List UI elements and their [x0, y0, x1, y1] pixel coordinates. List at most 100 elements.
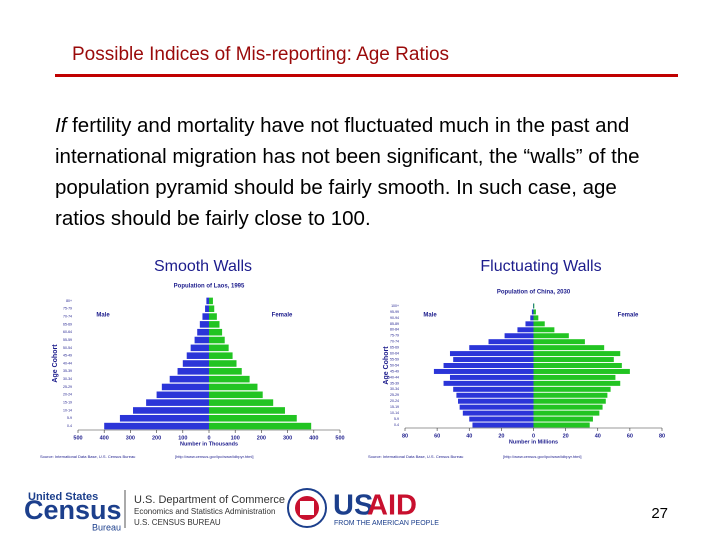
- x-tick-label: 500: [73, 435, 82, 441]
- bar: [202, 313, 209, 320]
- y-tick-label: 70-74: [390, 340, 399, 344]
- bar: [209, 422, 312, 430]
- x-tick-label: 20: [498, 433, 504, 439]
- census-bottom: Bureau: [92, 522, 121, 532]
- bar: [161, 383, 209, 391]
- x-tick-label: 60: [627, 433, 633, 439]
- body-rest: fertility and mortality have not fluctua…: [55, 114, 640, 230]
- bar: [209, 407, 285, 414]
- bar: [206, 297, 209, 305]
- bar: [177, 368, 209, 375]
- bar: [533, 380, 621, 386]
- y-tick-label: 50-54: [390, 363, 399, 367]
- bar: [209, 375, 250, 383]
- bar: [504, 333, 534, 339]
- bar: [449, 374, 534, 380]
- y-tick-label: 0-4: [394, 423, 399, 427]
- bar: [533, 315, 539, 321]
- y-tick-label: 25-29: [63, 385, 72, 389]
- bar: [433, 368, 534, 374]
- bar: [469, 345, 534, 351]
- bar: [209, 368, 242, 375]
- bar: [533, 351, 621, 357]
- y-tick-label: 55-59: [63, 338, 72, 342]
- y-tick-label: 15-19: [390, 405, 399, 409]
- bar: [533, 345, 605, 351]
- bar: [459, 404, 534, 410]
- y-tick-label: 80+: [66, 299, 72, 303]
- bar: [209, 399, 274, 406]
- y-tick-label: 10-14: [63, 408, 72, 412]
- doc-line3: U.S. CENSUS BUREAU: [134, 518, 221, 527]
- bar: [533, 416, 593, 422]
- bar: [533, 333, 569, 339]
- y-tick-label: 40-44: [63, 361, 72, 365]
- bar: [462, 410, 534, 416]
- x-axis-label: Number in Millions: [509, 439, 558, 445]
- bar: [104, 422, 209, 430]
- bar: [209, 360, 237, 367]
- bar: [190, 344, 209, 352]
- y-tick-label: 5-9: [67, 416, 72, 420]
- x-tick-label: 40: [466, 433, 472, 439]
- bar: [533, 339, 585, 345]
- y-tick-label: 5-9: [394, 417, 399, 421]
- bar: [169, 375, 209, 383]
- bar: [209, 414, 297, 422]
- bar: [205, 305, 209, 313]
- y-tick-label: 35-39: [63, 369, 72, 373]
- y-tick-label: 45-49: [390, 369, 399, 373]
- y-tick-label: 75-79: [390, 334, 399, 338]
- y-tick-label: 95-99: [390, 310, 399, 314]
- source: Source: International Data Base, U.S. Ce…: [368, 454, 463, 459]
- x-tick-label: 0: [532, 433, 535, 439]
- bar: [533, 404, 603, 410]
- chart-title: Population of Laos, 1995: [174, 284, 245, 290]
- y-tick-label: 45-49: [63, 354, 72, 358]
- bar: [533, 321, 545, 327]
- source: Source: International Data Base, U.S. Ce…: [40, 454, 135, 459]
- x-tick-label: 400: [309, 435, 318, 441]
- bar: [533, 386, 611, 392]
- bar: [531, 309, 534, 315]
- bar: [146, 399, 209, 406]
- bar: [443, 363, 534, 368]
- bar: [209, 305, 215, 313]
- bar: [209, 328, 223, 336]
- x-tick-label: 80: [659, 433, 665, 439]
- y-tick-label: 100+: [391, 304, 399, 308]
- bar: [469, 416, 534, 422]
- x-tick-label: 300: [126, 435, 135, 441]
- y-axis-label: Age Cohort: [383, 346, 390, 385]
- x-axis-label: Number in Thousands: [180, 441, 238, 447]
- x-tick-label: 200: [257, 435, 266, 441]
- bar: [533, 392, 608, 398]
- y-tick-label: 40-44: [390, 375, 399, 379]
- x-tick-label: 80: [402, 433, 408, 439]
- bar: [533, 410, 600, 416]
- y-tick-label: 80-84: [390, 328, 399, 332]
- bar: [530, 315, 534, 321]
- usaid-tag: FROM THE AMERICAN PEOPLE: [334, 520, 439, 527]
- chart-subtitle: Fluctuating Walls: [480, 258, 601, 275]
- bar: [533, 303, 535, 309]
- bar: [472, 422, 534, 428]
- y-tick-label: 35-39: [390, 381, 399, 385]
- x-tick-label: 500: [335, 435, 344, 441]
- bar: [517, 327, 534, 333]
- bar: [533, 422, 590, 428]
- title-rule: [55, 74, 678, 77]
- y-tick-label: 65-69: [63, 322, 72, 326]
- y-tick-label: 20-24: [390, 399, 399, 403]
- bar: [533, 327, 555, 333]
- y-tick-label: 70-74: [63, 314, 72, 318]
- y-tick-label: 60-64: [63, 330, 72, 334]
- legend-label: Male: [423, 313, 437, 319]
- x-tick-label: 100: [231, 435, 240, 441]
- doc-line1: U.S. Department of Commerce: [134, 494, 285, 506]
- legend-label: Female: [272, 313, 293, 319]
- y-tick-label: 10-14: [390, 411, 399, 415]
- y-tick-label: 50-54: [63, 346, 72, 350]
